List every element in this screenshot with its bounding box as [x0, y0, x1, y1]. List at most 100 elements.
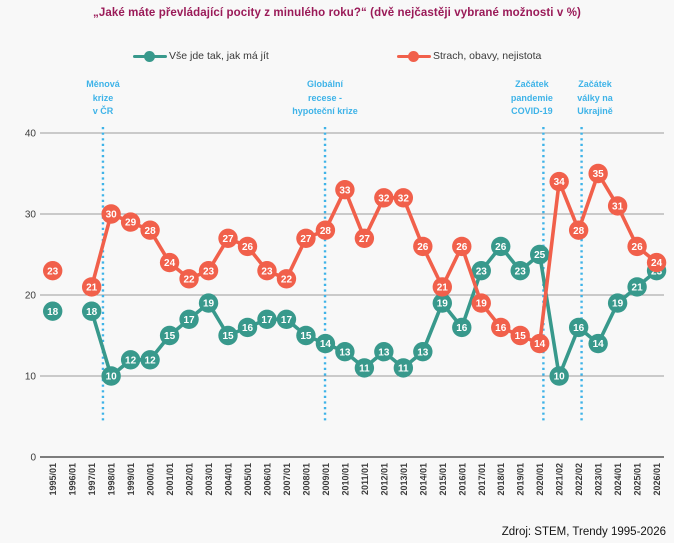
x-tick-label: 2011/01	[360, 463, 370, 495]
y-tick-label: 10	[25, 372, 37, 383]
data-point	[335, 180, 355, 200]
data-point-label: 16	[242, 323, 254, 334]
data-point-label: 18	[86, 307, 98, 318]
data-point	[432, 277, 452, 297]
x-tick-label: 2021/02	[555, 463, 565, 496]
y-tick-label: 0	[30, 453, 36, 464]
data-point-label: 19	[476, 299, 488, 310]
chart-title: „Jaké máte převládající pocity z minuléh…	[93, 7, 581, 19]
legend-label-vse-jde: Vše jde tak, jak má jít	[169, 50, 269, 62]
data-point	[413, 236, 433, 257]
x-tick-label: 2012/01	[379, 463, 389, 496]
data-point-label: 22	[183, 274, 195, 285]
data-point-label: 11	[359, 364, 370, 375]
x-tick-label: 2019/01	[516, 463, 526, 496]
data-point-label: 21	[437, 283, 449, 294]
x-tick-label: 2015/01	[438, 463, 448, 496]
data-point	[198, 293, 219, 313]
data-point	[491, 236, 511, 257]
data-point	[354, 228, 375, 248]
data-point	[140, 350, 160, 370]
data-point-label: 17	[183, 315, 195, 326]
data-point	[568, 317, 589, 338]
data-point-label: 22	[281, 274, 293, 285]
data-point-label: 16	[495, 323, 507, 334]
data-point-label: 18	[47, 307, 59, 318]
y-tick-label: 20	[25, 291, 37, 302]
data-point-label: 26	[456, 242, 468, 253]
data-point	[237, 317, 258, 338]
data-point-label: 16	[573, 323, 585, 334]
data-point	[81, 301, 102, 321]
data-point	[81, 277, 102, 297]
x-tick-label: 2016/01	[457, 463, 467, 496]
x-tick-label: 2022/02	[574, 463, 584, 496]
data-point-label: 26	[242, 242, 254, 253]
data-point-label: 26	[632, 242, 644, 253]
x-tick-label: 2014/01	[418, 463, 428, 496]
data-point	[101, 204, 121, 224]
data-point-label: 12	[145, 355, 157, 366]
x-tick-label: 2026/01	[652, 463, 662, 496]
x-tick-label: 2007/01	[282, 463, 292, 496]
x-tick-label: 1995/01	[48, 463, 58, 496]
data-point-label: 28	[320, 226, 332, 237]
data-point	[510, 261, 530, 281]
data-point	[237, 236, 258, 257]
data-point-label: 23	[203, 266, 215, 277]
data-point	[159, 325, 180, 346]
data-point	[179, 269, 199, 289]
data-point	[296, 228, 316, 248]
data-point	[646, 252, 667, 273]
data-point	[607, 293, 628, 313]
data-point-label: 11	[398, 364, 409, 375]
data-point-label: 28	[573, 226, 585, 237]
x-tick-label: 2010/01	[340, 463, 350, 496]
data-point-label: 19	[203, 299, 215, 310]
data-point	[627, 277, 647, 297]
data-point-label: 30	[106, 210, 118, 221]
data-point	[588, 333, 608, 354]
x-tick-label: 1998/01	[107, 463, 117, 496]
data-point	[354, 358, 375, 378]
data-point	[530, 244, 550, 265]
data-point	[257, 309, 277, 329]
data-point	[120, 212, 141, 232]
x-tick-label: 2025/01	[633, 463, 643, 496]
data-point	[43, 301, 63, 321]
data-point	[179, 309, 199, 329]
data-point-label: 27	[300, 234, 312, 245]
data-point	[607, 196, 628, 216]
data-point	[120, 350, 141, 370]
x-tick-label: 2023/01	[594, 463, 604, 496]
data-point-label: 10	[554, 372, 566, 383]
data-point-label: 13	[417, 347, 429, 358]
source-caption: Zdroj: STEM, Trendy 1995-2026	[501, 526, 666, 538]
data-point-label: 32	[378, 193, 390, 204]
data-point-label: 12	[125, 355, 137, 366]
x-tick-label: 2004/01	[224, 463, 234, 496]
data-point	[218, 228, 238, 248]
data-point-label: 21	[632, 283, 644, 294]
data-point	[218, 325, 238, 346]
data-point	[276, 269, 297, 289]
data-point	[491, 317, 511, 338]
x-tick-label: 2003/01	[204, 463, 214, 496]
x-tick-label: 2005/01	[243, 463, 253, 496]
data-point	[296, 325, 316, 346]
data-point	[432, 293, 452, 313]
data-point	[471, 293, 491, 313]
x-tick-label: 2013/01	[399, 463, 409, 496]
x-tick-label: 1996/01	[68, 463, 78, 496]
data-point-label: 15	[300, 331, 312, 342]
data-point-label: 15	[515, 331, 527, 342]
data-point-label: 23	[261, 266, 273, 277]
data-point	[568, 220, 589, 240]
data-point	[257, 261, 277, 281]
data-point-label: 15	[164, 331, 176, 342]
data-point	[588, 163, 608, 184]
legend-label-strach: Strach, obavy, nejistota	[433, 50, 542, 62]
data-point-label: 25	[534, 250, 546, 261]
